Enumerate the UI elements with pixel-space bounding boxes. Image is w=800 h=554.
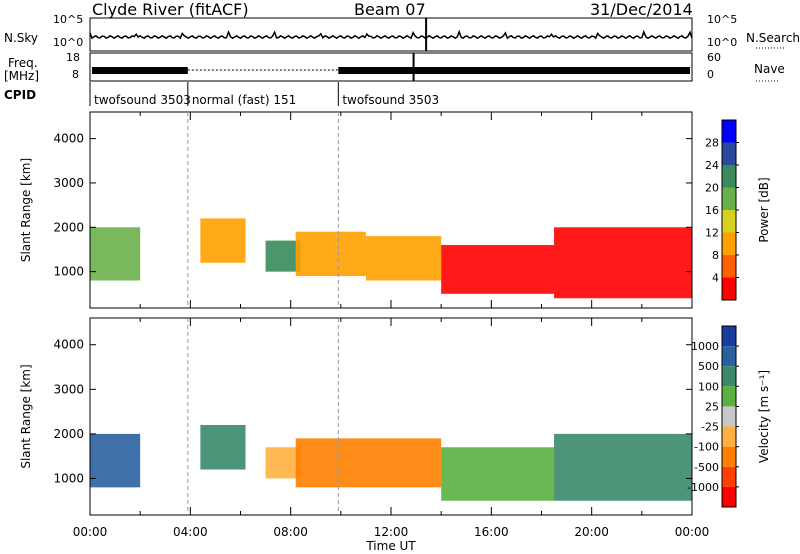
data-region <box>554 227 692 299</box>
data-region <box>295 438 442 488</box>
y-axis-label: Slant Range [km] <box>19 364 33 468</box>
colorbar-segment <box>722 366 736 387</box>
colorbar-tick-label: 25 <box>705 400 719 413</box>
colorbar-segment <box>722 386 736 407</box>
colorbar-segment <box>722 255 736 278</box>
colorbar-tick-label: -500 <box>694 461 719 474</box>
y-axis-label: Slant Range [km] <box>19 158 33 262</box>
colorbar-tick-label: 24 <box>705 159 719 172</box>
cpid-segment-label: twofsound 3503 <box>94 93 191 107</box>
colorbar-segment <box>722 446 736 467</box>
data-region <box>265 447 301 479</box>
nave-top-tick: 60 <box>707 51 721 64</box>
colorbar-tick-label: 28 <box>705 137 719 150</box>
station-title: Clyde River (fitACF) <box>92 0 249 19</box>
colorbar-tick-label: 16 <box>705 204 719 217</box>
date-title: 31/Dec/2014 <box>590 0 693 19</box>
data-region <box>441 245 555 294</box>
colorbar-tick-label: -100 <box>694 441 719 454</box>
nsky-strip-frame <box>89 17 693 52</box>
nave-label: Nave <box>754 62 785 76</box>
nsearch-label: N.Search <box>746 31 800 45</box>
nsky-bottom-tick: 10^0 <box>53 36 84 49</box>
x-tick-label: 00:00 <box>73 525 108 539</box>
y-tick-label: 1000 <box>53 265 84 279</box>
data-region <box>554 433 692 501</box>
colorbar-tick-label: 12 <box>705 227 719 240</box>
colorbar-segment <box>722 120 736 143</box>
cpid-segment-label: normal (fast) 151 <box>192 93 296 107</box>
data-region <box>365 236 442 281</box>
colorbar-segment <box>722 142 736 165</box>
beam-title: Beam 07 <box>354 0 426 19</box>
colorbar-frame <box>721 325 737 508</box>
nsky-trace <box>89 29 693 40</box>
colorbar-tick-label: -25 <box>701 421 719 434</box>
x-tick-label: 12:00 <box>374 525 409 539</box>
colorbar-segment <box>722 277 736 300</box>
colorbar-tick-label: 4 <box>712 272 719 285</box>
freq-bottom-tick: 8 <box>72 68 79 81</box>
nsearch-top-tick: 10^5 <box>707 13 738 26</box>
colorbar-tick-label: 1000 <box>691 340 719 353</box>
mhz-label: [MHz] <box>4 69 40 83</box>
y-tick-label: 4000 <box>53 132 84 146</box>
colorbar-segment <box>722 210 736 233</box>
nsky-label: N.Sky <box>4 31 39 45</box>
x-tick-label: 08:00 <box>273 525 308 539</box>
freq-label: Freq. <box>8 56 38 70</box>
colorbar-tick-label: 20 <box>705 182 719 195</box>
colorbar-segment <box>722 232 736 255</box>
colorbar-tick-label: -1000 <box>687 481 719 494</box>
colorbar-segment <box>722 187 736 210</box>
y-tick-label: 1000 <box>53 471 84 485</box>
colorbar-label: Power [dB] <box>757 177 771 242</box>
colorbar-segment <box>722 406 736 427</box>
y-tick-label: 4000 <box>53 338 84 352</box>
x-tick-label: 16:00 <box>474 525 509 539</box>
colorbar-tick-label: 500 <box>698 360 719 373</box>
colorbar-segment <box>722 466 736 487</box>
data-region <box>265 240 301 272</box>
colorbar-label: Velocity [m s⁻¹] <box>757 370 771 463</box>
x-axis-label: Time UT <box>365 539 416 553</box>
nsearch-bottom-tick: 10^0 <box>707 36 738 49</box>
colorbar-tick-label: 100 <box>698 380 719 393</box>
x-tick-label: 04:00 <box>173 525 208 539</box>
y-tick-label: 2000 <box>53 220 84 234</box>
y-tick-label: 3000 <box>53 176 84 190</box>
freq-bar-2 <box>338 67 690 74</box>
freq-strip-frame <box>89 52 693 82</box>
nsky-top-tick: 10^5 <box>53 13 84 26</box>
data-region <box>200 218 246 263</box>
data-region <box>90 433 141 488</box>
colorbar-tick-label: 8 <box>712 249 719 262</box>
colorbar-segment <box>722 346 736 367</box>
x-tick-label: 20:00 <box>574 525 609 539</box>
cpid-segment-label: twofsound 3503 <box>342 93 439 107</box>
data-region <box>295 231 366 277</box>
data-region <box>90 227 141 281</box>
freq-bar-1 <box>92 67 188 74</box>
colorbar-segment <box>722 326 736 347</box>
colorbar-segment <box>722 165 736 188</box>
colorbar-segment <box>722 486 736 507</box>
cpid-label: CPID <box>4 88 37 102</box>
x-tick-label: 00:00 <box>675 525 710 539</box>
nave-bottom-tick: 0 <box>707 68 714 81</box>
y-tick-label: 3000 <box>53 382 84 396</box>
data-region <box>200 424 246 470</box>
data-region <box>441 447 555 501</box>
freq-top-tick: 18 <box>66 51 80 64</box>
colorbar-segment <box>722 426 736 447</box>
y-tick-label: 2000 <box>53 427 84 441</box>
